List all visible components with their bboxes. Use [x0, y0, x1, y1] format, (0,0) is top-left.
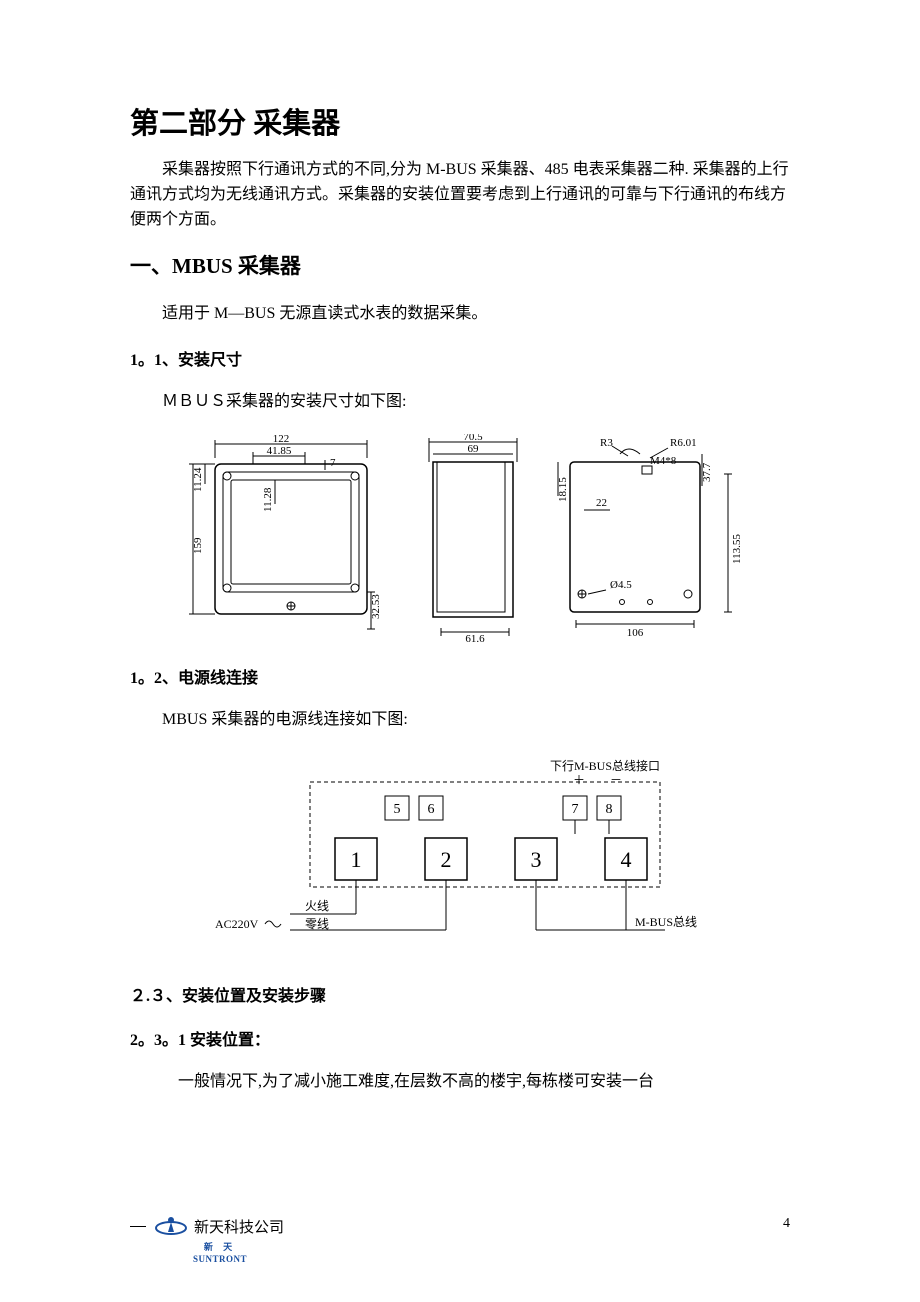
section-1-1-text: ＭＢＵＳ采集器的安装尺寸如下图: — [130, 390, 790, 414]
svg-text:18.15: 18.15 — [557, 477, 569, 502]
svg-text:M4*8: M4*8 — [650, 455, 677, 467]
svg-text:＋: ＋ — [573, 773, 585, 787]
svg-text:6: 6 — [428, 802, 435, 817]
dimension-diagram: 122 41.85 7 11.24 159 11.28 32.53 — [130, 434, 790, 644]
company-name: 新天科技公司 — [194, 1216, 284, 1237]
wiring-diagram: 下行M-BUS总线接口 ＋ － 5 6 7 8 1 2 3 4 AC220V 火… — [130, 752, 790, 962]
svg-text:零线: 零线 — [305, 917, 329, 931]
svg-text:M-BUS总线: M-BUS总线 — [635, 915, 697, 929]
logo-swoosh-icon — [154, 1214, 188, 1238]
section-2-3-1-heading: 2。3。1 安装位置： — [130, 1026, 790, 1050]
footer-dash — [130, 1226, 146, 1227]
logo-cn-text: 新 天 — [204, 1240, 236, 1253]
page-footer: 新天科技公司 新 天 SUNTRONT 4 — [130, 1214, 790, 1264]
section-2-3-heading: ２.３、安装位置及安装步骤 — [130, 982, 790, 1006]
svg-text:70.5: 70.5 — [463, 434, 483, 443]
svg-text:R6.01: R6.01 — [670, 437, 697, 449]
svg-text:3: 3 — [531, 847, 542, 872]
svg-text:122: 122 — [273, 434, 290, 445]
svg-text:11.28: 11.28 — [262, 488, 274, 513]
svg-text:61.6: 61.6 — [465, 633, 485, 644]
svg-text:4: 4 — [621, 847, 632, 872]
section-1-2-text: MBUS 采集器的电源线连接如下图: — [130, 708, 790, 732]
svg-text:2: 2 — [441, 847, 452, 872]
intro-paragraph: 采集器按照下行通讯方式的不同,分为 M-BUS 采集器、485 电表采集器二种.… — [130, 158, 790, 232]
svg-text:11.24: 11.24 — [192, 468, 204, 493]
section-2-3-1-text: 一般情况下,为了减小施工难度,在层数不高的楼宇,每栋楼可安装一台 — [146, 1070, 790, 1094]
svg-text:AC220V: AC220V — [215, 917, 259, 931]
section-1-heading: 一、MBUS 采集器 — [130, 250, 790, 280]
svg-text:32.53: 32.53 — [370, 594, 382, 619]
svg-text:火线: 火线 — [305, 899, 329, 913]
section-1-1-heading: 1。1、安装尺寸 — [130, 346, 790, 370]
logo-en-text: SUNTRONT — [193, 1254, 247, 1264]
svg-text:1: 1 — [351, 847, 362, 872]
svg-text:Ø4.5: Ø4.5 — [610, 579, 632, 591]
section-1-2-heading: 1。2、电源线连接 — [130, 664, 790, 688]
svg-text:下行M-BUS总线接口: 下行M-BUS总线接口 — [550, 758, 660, 773]
svg-text:113.55: 113.55 — [731, 534, 743, 564]
svg-text:37.7: 37.7 — [701, 463, 713, 483]
svg-text:5: 5 — [394, 802, 401, 817]
svg-text:R3: R3 — [600, 437, 613, 449]
svg-text:7: 7 — [572, 802, 579, 817]
svg-text:8: 8 — [606, 802, 613, 817]
svg-text:106: 106 — [627, 627, 644, 639]
svg-text:7: 7 — [330, 457, 336, 469]
svg-text:159: 159 — [192, 537, 204, 554]
svg-text:41.85: 41.85 — [267, 445, 292, 457]
section-1-text: 适用于 M—BUS 无源直读式水表的数据采集。 — [130, 302, 790, 326]
svg-text:22: 22 — [596, 497, 607, 509]
brand-logo: 新 天 SUNTRONT — [156, 1240, 284, 1264]
page-title: 第二部分 采集器 — [130, 100, 790, 142]
svg-text:69: 69 — [468, 443, 480, 455]
svg-text:－: － — [610, 773, 622, 787]
page-number: 4 — [783, 1214, 790, 1232]
